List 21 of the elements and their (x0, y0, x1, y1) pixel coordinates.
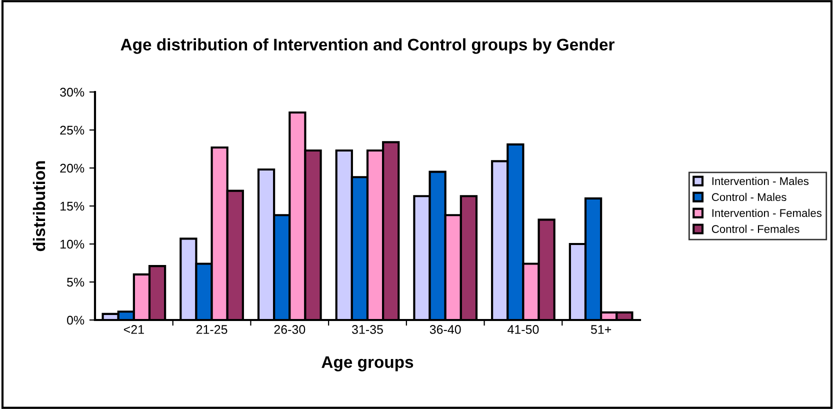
x-tick-label: 26-30 (274, 325, 306, 334)
y-tick-label: 0% (67, 316, 84, 325)
y-tick-label: 25% (60, 126, 84, 135)
legend-label: Control - Males (712, 192, 786, 202)
legend-label: Control - Females (712, 224, 800, 233)
x-tick-label: 51+ (590, 325, 612, 334)
y-tick-label: 5% (67, 278, 84, 287)
y-tick-label: 30% (60, 88, 84, 97)
x-tick-label: <21 (124, 325, 144, 334)
x-tick-label: 21-25 (196, 325, 228, 334)
y-axis-title: distribution (32, 161, 46, 252)
y-tick-label: 10% (60, 240, 84, 249)
x-axis-title: Age groups (322, 356, 414, 372)
x-tick-label: 36-40 (430, 325, 461, 334)
y-tick-label: 15% (60, 202, 84, 211)
legend-label: Intervention - Males (712, 176, 809, 186)
y-tick-label: 20% (60, 164, 84, 173)
chart-title: Age distribution of Intervention and Control groups by Gender (120, 38, 614, 54)
legend-label: Intervention - Females (712, 208, 822, 217)
x-tick-label: 41-50 (508, 325, 539, 334)
x-tick-label: 31-35 (352, 325, 383, 334)
